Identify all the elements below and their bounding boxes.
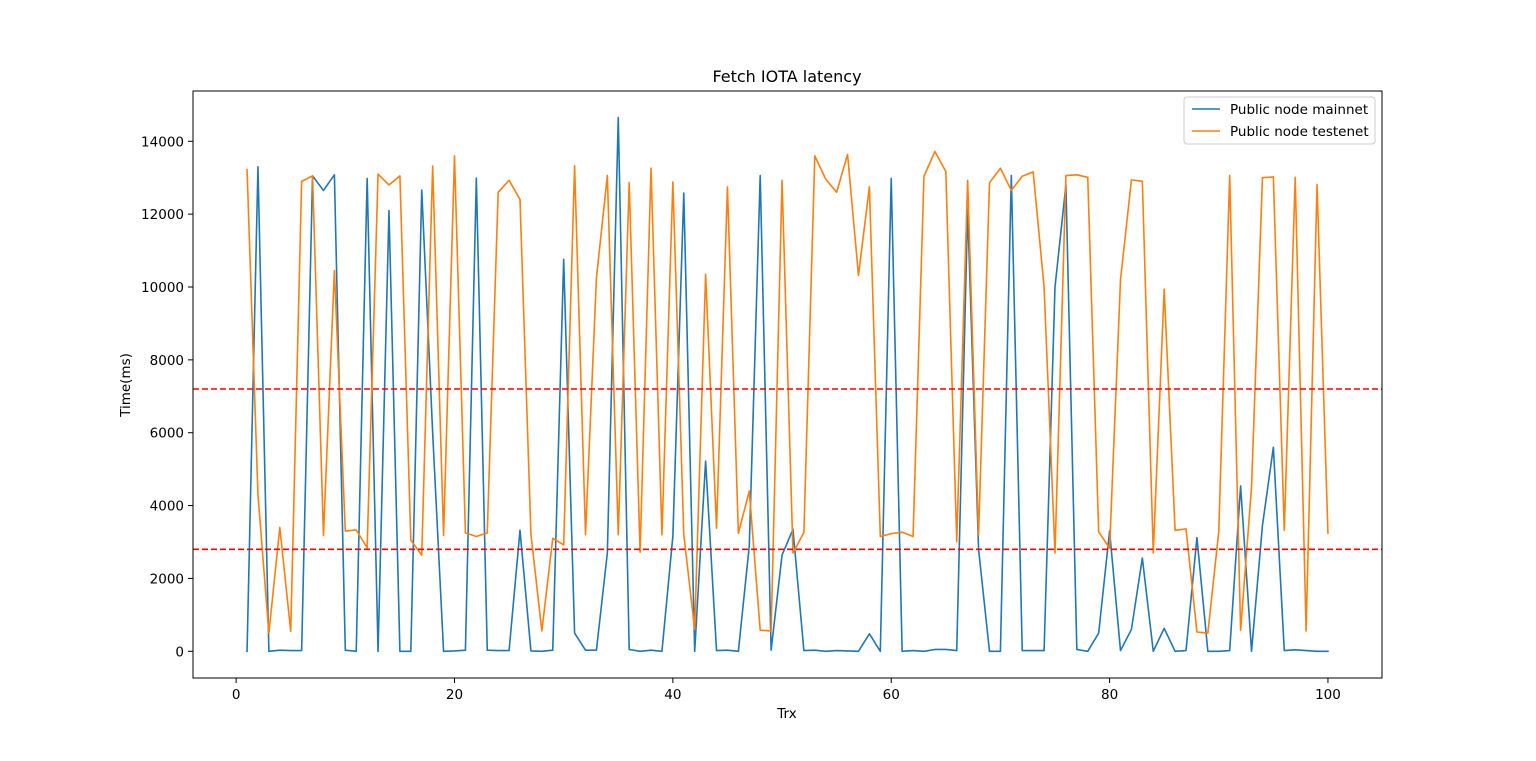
legend-label-1: Public node mainnet bbox=[1230, 102, 1368, 118]
y-tick-label: 6000 bbox=[150, 426, 184, 442]
x-tick-label: 40 bbox=[664, 687, 681, 703]
x-tick-label: 0 bbox=[232, 687, 241, 703]
y-tick-label: 8000 bbox=[150, 353, 184, 369]
x-tick-label: 100 bbox=[1315, 687, 1341, 703]
y-tick-label: 2000 bbox=[150, 571, 184, 587]
x-tick-label: 80 bbox=[1101, 687, 1118, 703]
x-tick-label: 60 bbox=[883, 687, 900, 703]
chart-title: Fetch IOTA latency bbox=[712, 67, 861, 86]
series-line-2 bbox=[246, 150, 1329, 634]
y-tick-label: 12000 bbox=[141, 207, 184, 223]
legend: Public node mainnet Public node testenet bbox=[1183, 96, 1376, 145]
plot-area: 0 20 40 60 80 100 0 2000 4000 6000 8000 10000 12000 1… bbox=[141, 90, 1383, 703]
x-tick-label: 20 bbox=[446, 687, 463, 703]
x-axis-title: Trx bbox=[776, 706, 796, 722]
y-tick-label: 14000 bbox=[141, 134, 184, 150]
y-tick-label: 0 bbox=[175, 644, 184, 660]
legend-box bbox=[1183, 96, 1376, 145]
axes-frame bbox=[192, 90, 1383, 679]
legend-label-2: Public node testenet bbox=[1230, 124, 1369, 140]
series-line-1 bbox=[246, 116, 1329, 653]
y-tick-label: 4000 bbox=[150, 499, 184, 515]
y-tick-label: 10000 bbox=[141, 280, 184, 296]
y-axis-title: Time(ms) bbox=[118, 353, 134, 418]
